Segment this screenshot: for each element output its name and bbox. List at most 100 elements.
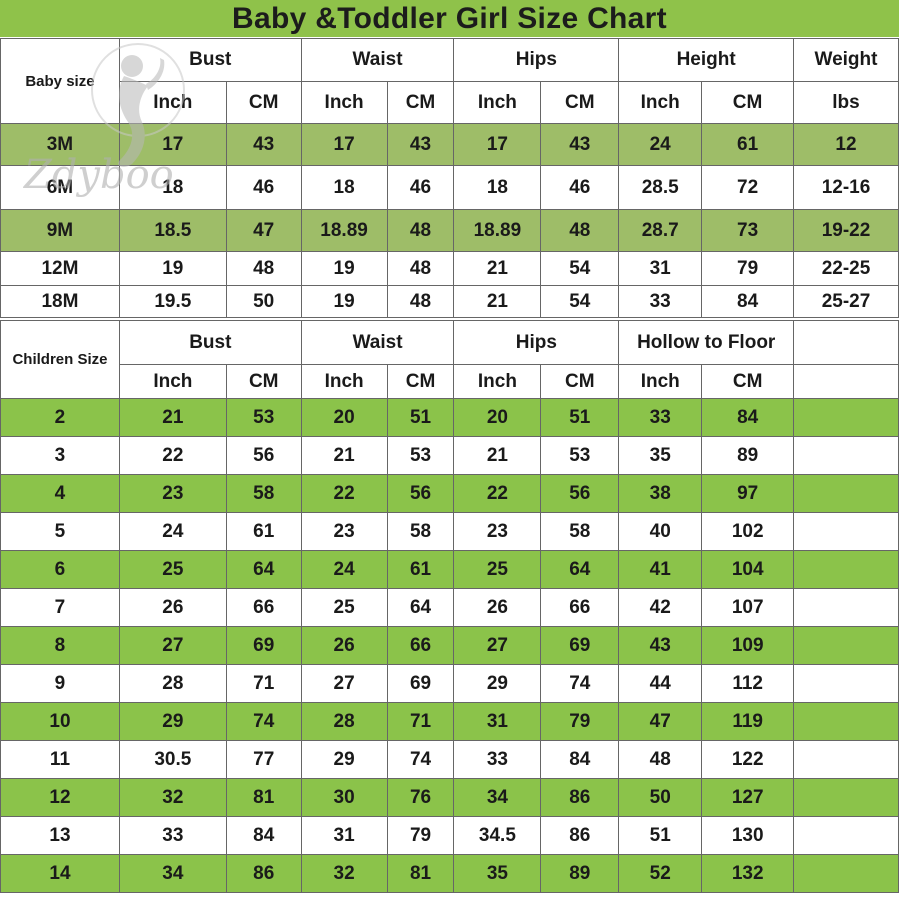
value-cell: 48 <box>225 251 302 286</box>
value-cell: 23 <box>118 474 227 513</box>
unit-header: Inch <box>453 81 542 124</box>
value-cell: 64 <box>540 550 620 589</box>
value-cell: 74 <box>225 702 302 741</box>
value-cell: 43 <box>618 626 703 665</box>
value-cell: 84 <box>540 740 620 779</box>
value-cell: 122 <box>701 740 795 779</box>
value-cell: 35 <box>453 854 542 893</box>
value-cell: 32 <box>300 854 388 893</box>
value-cell: 19.5 <box>118 285 227 318</box>
value-cell: 130 <box>701 816 795 855</box>
value-cell: 72 <box>701 165 794 210</box>
value-cell: 34 <box>453 778 542 817</box>
size-cell: 7 <box>0 588 120 627</box>
value-cell: 28.5 <box>618 165 703 210</box>
size-cell: 8 <box>0 626 120 665</box>
column-group-header: Hollow to Floor <box>618 320 795 365</box>
empty-cell <box>793 778 899 817</box>
table-row: 9 28 71 27 69 29 74 44 112 <box>0 664 899 703</box>
empty-cell <box>793 436 899 475</box>
unit-header: CM <box>386 81 455 124</box>
value-cell: 71 <box>386 702 455 741</box>
column-group-header: Bust <box>118 320 302 365</box>
value-cell: 27 <box>453 626 542 665</box>
column-group-header: Hips <box>453 38 620 82</box>
size-cell: 12 <box>0 778 120 817</box>
chart-title-bar: Baby &Toddler Girl Size Chart <box>0 0 899 37</box>
empty-cell <box>793 702 899 741</box>
value-cell: 18 <box>453 165 542 210</box>
value-cell: 64 <box>386 588 455 627</box>
value-cell: 81 <box>386 854 455 893</box>
value-cell: 29 <box>118 702 227 741</box>
value-cell: 56 <box>386 474 455 513</box>
value-cell: 127 <box>701 778 795 817</box>
value-cell: 22 <box>118 436 227 475</box>
value-cell: 74 <box>540 664 620 703</box>
value-cell: 24 <box>118 512 227 551</box>
empty-cell <box>793 398 899 437</box>
value-cell: 73 <box>701 209 794 252</box>
value-cell: 25 <box>453 550 542 589</box>
column-group-header: Bust <box>118 38 302 82</box>
children-size-label: Children Size <box>0 320 120 399</box>
unit-header: Inch <box>618 81 703 124</box>
empty-cell <box>793 854 899 893</box>
empty-cell <box>793 664 899 703</box>
table-row: 6 25 64 24 61 25 64 41 104 <box>0 550 899 589</box>
unit-header: CM <box>701 81 794 124</box>
value-cell: 30 <box>300 778 388 817</box>
value-cell: 28 <box>300 702 388 741</box>
unit-header: Inch <box>618 364 703 399</box>
value-cell: 12-16 <box>793 165 899 210</box>
children-unit-row: Inch CM Inch CM Inch CM Inch CM <box>1 364 899 399</box>
value-cell: 112 <box>701 664 795 703</box>
value-cell: 31 <box>300 816 388 855</box>
unit-header: Inch <box>300 364 388 399</box>
value-cell: 56 <box>225 436 302 475</box>
size-cell: 13 <box>0 816 120 855</box>
value-cell: 89 <box>540 854 620 893</box>
table-row: 10 29 74 28 71 31 79 47 119 <box>0 702 899 741</box>
value-cell: 48 <box>386 209 455 252</box>
empty-cell <box>793 550 899 589</box>
value-cell: 44 <box>618 664 703 703</box>
value-cell: 27 <box>118 626 227 665</box>
table-row: 2 21 53 20 51 20 51 33 84 <box>0 398 899 437</box>
value-cell: 64 <box>225 550 302 589</box>
column-group-header: Hips <box>453 320 620 365</box>
value-cell: 35 <box>618 436 703 475</box>
unit-header: CM <box>386 364 455 399</box>
value-cell: 43 <box>540 123 620 166</box>
value-cell: 58 <box>386 512 455 551</box>
baby-unit-row: Inch CM Inch CM Inch CM Inch CM lbs <box>1 81 899 124</box>
table-row: 18M 19.5 50 19 48 21 54 33 84 25-27 <box>0 285 899 318</box>
value-cell: 43 <box>386 123 455 166</box>
value-cell: 33 <box>118 816 227 855</box>
size-cell: 12M <box>0 251 120 286</box>
value-cell: 46 <box>540 165 620 210</box>
size-cell: 11 <box>0 740 120 779</box>
value-cell: 53 <box>225 398 302 437</box>
value-cell: 48 <box>540 209 620 252</box>
value-cell: 18.89 <box>300 209 388 252</box>
unit-header: Inch <box>118 364 227 399</box>
value-cell: 26 <box>300 626 388 665</box>
value-cell: 66 <box>225 588 302 627</box>
value-cell: 18.89 <box>453 209 542 252</box>
unit-header: CM <box>225 81 302 124</box>
size-cell: 4 <box>0 474 120 513</box>
baby-size-label: Baby size <box>0 38 120 124</box>
empty-cell <box>793 626 899 665</box>
value-cell: 38 <box>618 474 703 513</box>
value-cell: 104 <box>701 550 795 589</box>
unit-header: CM <box>225 364 302 399</box>
value-cell: 33 <box>618 285 703 318</box>
column-group-header: Weight <box>793 38 899 82</box>
column-group-header: Waist <box>300 38 455 82</box>
empty-cell <box>793 512 899 551</box>
value-cell: 79 <box>540 702 620 741</box>
value-cell: 41 <box>618 550 703 589</box>
size-cell: 5 <box>0 512 120 551</box>
value-cell: 76 <box>386 778 455 817</box>
